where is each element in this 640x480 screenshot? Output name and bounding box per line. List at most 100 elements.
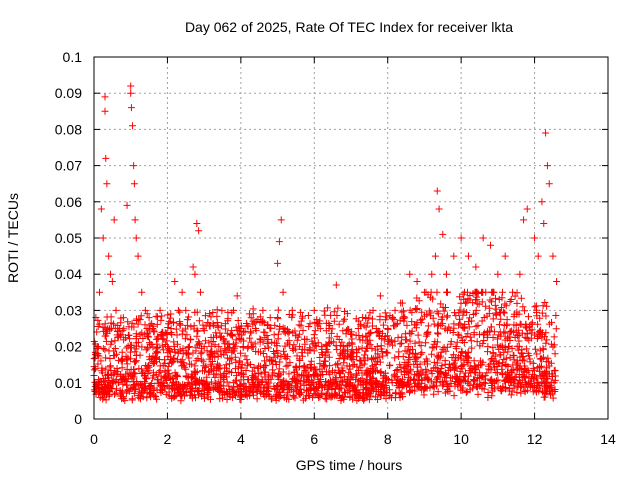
data-point — [442, 347, 450, 355]
data-point — [343, 382, 351, 390]
data-point — [383, 332, 391, 340]
data-point — [447, 338, 455, 346]
data-point — [533, 350, 541, 358]
data-point — [507, 379, 515, 387]
data-point — [102, 337, 110, 345]
data-point — [515, 364, 523, 372]
data-point — [204, 383, 212, 391]
data-point-outlier — [540, 220, 548, 228]
data-point — [210, 370, 218, 378]
data-point — [146, 383, 154, 391]
data-point — [437, 315, 445, 323]
data-point — [459, 311, 467, 319]
data-point — [469, 365, 477, 373]
data-point — [545, 320, 553, 328]
data-point — [447, 365, 455, 373]
data-point — [501, 377, 509, 385]
data-point — [249, 380, 257, 388]
data-point — [293, 336, 301, 344]
data-point — [312, 391, 320, 399]
data-point — [263, 340, 271, 348]
data-point — [185, 354, 193, 362]
data-point — [184, 344, 192, 352]
data-point — [550, 333, 558, 341]
data-point — [485, 304, 493, 312]
data-point — [285, 328, 293, 336]
data-point — [245, 382, 253, 390]
data-point — [94, 360, 102, 368]
data-point — [425, 307, 433, 315]
data-point — [144, 344, 152, 352]
data-point-outlier — [167, 325, 175, 332]
data-point — [240, 328, 248, 336]
data-point — [339, 327, 347, 335]
data-point — [466, 333, 474, 341]
data-point — [261, 344, 269, 352]
data-point — [453, 338, 461, 346]
data-point — [259, 317, 267, 325]
data-point — [505, 372, 513, 380]
data-point — [521, 362, 529, 370]
data-point — [129, 383, 137, 391]
data-point — [138, 343, 146, 351]
data-point — [434, 330, 442, 338]
data-point — [268, 357, 276, 365]
data-point — [192, 347, 200, 355]
data-point — [362, 367, 370, 375]
data-point-outlier — [103, 180, 111, 188]
chart-title: Day 062 of 2025, Rate Of TEC Index for r… — [185, 19, 513, 35]
data-point — [452, 345, 460, 353]
data-point — [434, 388, 442, 396]
data-point-outlier — [545, 180, 553, 188]
data-point — [459, 337, 467, 345]
data-point — [198, 348, 206, 356]
data-point — [432, 378, 440, 386]
data-point — [495, 359, 503, 367]
data-point — [136, 316, 144, 324]
data-point — [383, 349, 391, 357]
data-point — [128, 396, 136, 404]
data-point — [359, 336, 367, 344]
data-point — [291, 327, 299, 335]
data-point — [241, 352, 249, 360]
data-point — [103, 390, 111, 398]
data-point — [463, 309, 471, 317]
data-point-outlier — [266, 314, 274, 322]
data-point — [276, 322, 284, 330]
data-point — [341, 315, 349, 323]
data-point — [184, 379, 192, 387]
data-point-outlier — [138, 288, 146, 296]
data-point — [146, 389, 154, 397]
data-point — [210, 333, 218, 341]
data-point — [259, 364, 267, 372]
data-point — [491, 301, 499, 309]
data-point — [243, 392, 251, 400]
data-point — [176, 308, 184, 316]
y-tick-label: 0.05 — [55, 230, 82, 246]
data-point — [389, 313, 397, 321]
data-point — [372, 325, 380, 333]
data-point — [464, 349, 472, 357]
y-tick-label: 0.1 — [63, 49, 83, 65]
data-point — [470, 357, 478, 365]
data-point — [216, 387, 224, 395]
data-point — [443, 288, 451, 296]
data-point-outlier — [472, 263, 480, 271]
data-point — [105, 325, 113, 333]
data-point-outlier — [435, 205, 443, 213]
data-point — [327, 329, 335, 337]
data-point — [501, 300, 509, 308]
data-point — [460, 356, 468, 364]
data-point-outlier — [413, 277, 421, 285]
data-point-outlier — [431, 252, 439, 260]
data-point — [356, 357, 364, 365]
data-point — [406, 349, 414, 357]
data-point — [410, 371, 418, 379]
data-point — [488, 384, 496, 392]
data-point — [399, 375, 407, 383]
data-point — [111, 390, 119, 398]
data-point — [240, 373, 248, 381]
data-point-outlier — [384, 325, 392, 332]
data-point — [406, 383, 414, 391]
data-point — [368, 356, 376, 364]
